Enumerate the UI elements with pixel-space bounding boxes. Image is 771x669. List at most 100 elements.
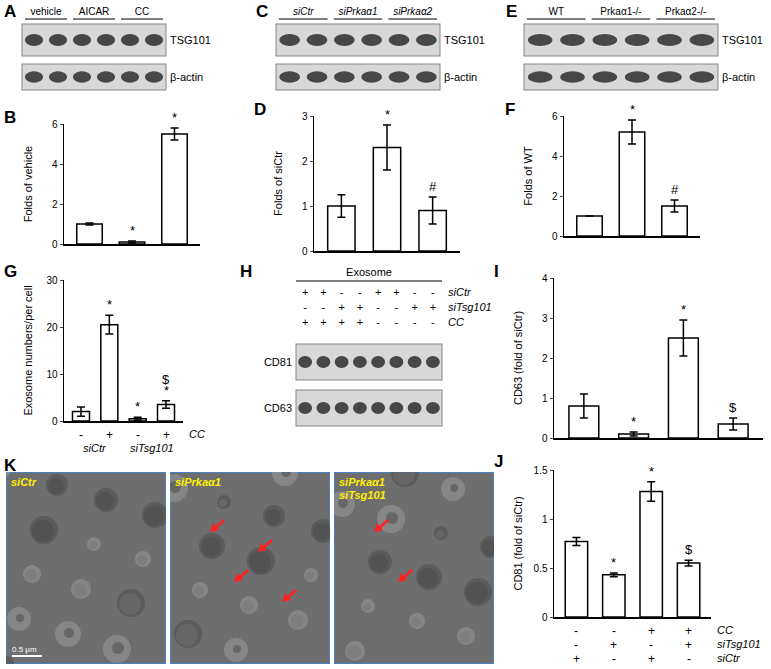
svg-text:$: $ [162,372,170,387]
svg-text:Prkaα1-/-: Prkaα1-/- [600,6,641,17]
svg-text:*: * [172,110,177,125]
svg-text:-: - [431,316,435,328]
svg-text:#: # [671,182,679,197]
svg-text:0.5: 0.5 [534,563,548,574]
svg-text:0: 0 [52,239,58,250]
svg-text:0: 0 [302,246,308,257]
svg-text:1.5: 1.5 [534,465,548,476]
svg-text:$: $ [729,400,737,415]
svg-text:-: - [574,624,578,638]
svg-text:3: 3 [302,111,308,122]
svg-text:+: + [685,624,692,638]
svg-text:CC: CC [135,6,149,17]
svg-text:+: + [357,316,363,328]
svg-text:4: 4 [52,159,58,170]
svg-text:β-actin: β-actin [444,71,477,83]
svg-text:+: + [648,624,655,638]
svg-text:-: - [413,286,417,298]
svg-text:siTsg101: siTsg101 [130,442,174,454]
svg-text:Exosome numbers/per cell: Exosome numbers/per cell [22,285,34,415]
svg-text:+: + [163,428,170,442]
svg-text:siPrkaα2: siPrkaα2 [393,6,432,17]
svg-text:*: * [164,383,169,398]
svg-text:6: 6 [552,111,558,122]
svg-text:CD63 (fold of siCtr): CD63 (fold of siCtr) [512,311,524,405]
svg-text:3: 3 [542,313,548,324]
svg-text:siTsg101: siTsg101 [339,489,386,501]
svg-text:*: * [135,399,140,414]
svg-text:10: 10 [46,369,58,380]
svg-text:-: - [79,428,83,442]
svg-text:+: + [685,638,692,652]
svg-text:*: * [130,223,135,238]
svg-text:-: - [612,652,616,666]
svg-text:-: - [358,286,362,298]
svg-text:+: + [106,428,113,442]
svg-text:-: - [395,301,399,313]
svg-text:2: 2 [52,199,58,210]
svg-text:30: 30 [46,275,58,286]
svg-text:-: - [649,638,653,652]
svg-text:1: 1 [302,201,308,212]
svg-text:+: + [648,652,655,666]
svg-text:siTsg101: siTsg101 [717,638,761,650]
svg-text:siCtr: siCtr [717,652,741,664]
svg-text:-: - [136,428,140,442]
svg-text:siPrkaα1: siPrkaα1 [338,6,377,17]
svg-text:*: * [107,297,112,312]
svg-text:siCtr: siCtr [448,286,472,298]
svg-text:Exosome: Exosome [346,266,392,278]
svg-text:-: - [687,652,691,666]
svg-text:1: 1 [542,393,548,404]
svg-text:+: + [338,301,344,313]
svg-text:20: 20 [46,322,58,333]
svg-text:+: + [320,316,326,328]
svg-text:siPrkaα1: siPrkaα1 [175,476,221,488]
svg-text:CD63: CD63 [264,402,292,414]
svg-text:-: - [395,316,399,328]
svg-text:+: + [338,316,344,328]
svg-text:TSG101: TSG101 [170,34,211,46]
svg-text:*: * [681,302,686,317]
svg-text:4: 4 [542,273,548,284]
svg-text:β-actin: β-actin [170,71,203,83]
svg-text:+: + [573,652,580,666]
svg-text:+: + [393,286,399,298]
svg-text:TSG101: TSG101 [444,34,485,46]
svg-text:+: + [302,286,308,298]
svg-text:Prkaα2-/-: Prkaα2-/- [665,6,706,17]
svg-text:-: - [303,301,307,313]
svg-text:-: - [376,301,380,313]
svg-text:vehicle: vehicle [30,6,62,17]
svg-text:4: 4 [552,151,558,162]
svg-text:*: * [385,107,390,122]
svg-text:WT: WT [549,6,565,17]
svg-text:siTsg101: siTsg101 [448,301,492,313]
svg-text:2: 2 [552,191,558,202]
svg-text:CD81: CD81 [264,356,292,368]
svg-text:*: * [631,414,636,429]
svg-text:*: * [649,464,654,479]
svg-text:Folds of vehicle: Folds of vehicle [22,146,34,222]
svg-text:1: 1 [542,514,548,525]
svg-text:+: + [610,638,617,652]
svg-text:+: + [320,286,326,298]
svg-text:β-actin: β-actin [722,71,755,83]
svg-text:+: + [357,301,363,313]
svg-text:*: * [611,555,616,570]
svg-text:CD81 (fold of siCtr): CD81 (fold of siCtr) [512,496,524,590]
svg-text:*: * [630,102,635,117]
svg-text:+: + [430,301,436,313]
svg-text:0: 0 [542,433,548,444]
svg-text:0.5 μm: 0.5 μm [12,645,37,654]
svg-text:-: - [322,301,326,313]
svg-text:2: 2 [542,353,548,364]
svg-text:siCtr: siCtr [11,476,37,488]
svg-text:CC: CC [189,428,205,440]
svg-text:TSG101: TSG101 [722,34,763,46]
svg-text:Folds of WT: Folds of WT [522,146,534,206]
svg-text:$: $ [685,542,693,557]
svg-text:+: + [375,286,381,298]
svg-text:-: - [431,286,435,298]
svg-text:-: - [413,316,417,328]
